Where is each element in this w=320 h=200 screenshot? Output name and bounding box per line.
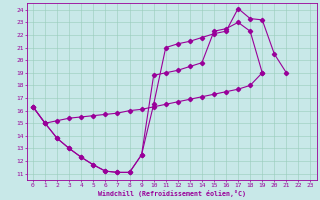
- X-axis label: Windchill (Refroidissement éolien,°C): Windchill (Refroidissement éolien,°C): [98, 190, 246, 197]
